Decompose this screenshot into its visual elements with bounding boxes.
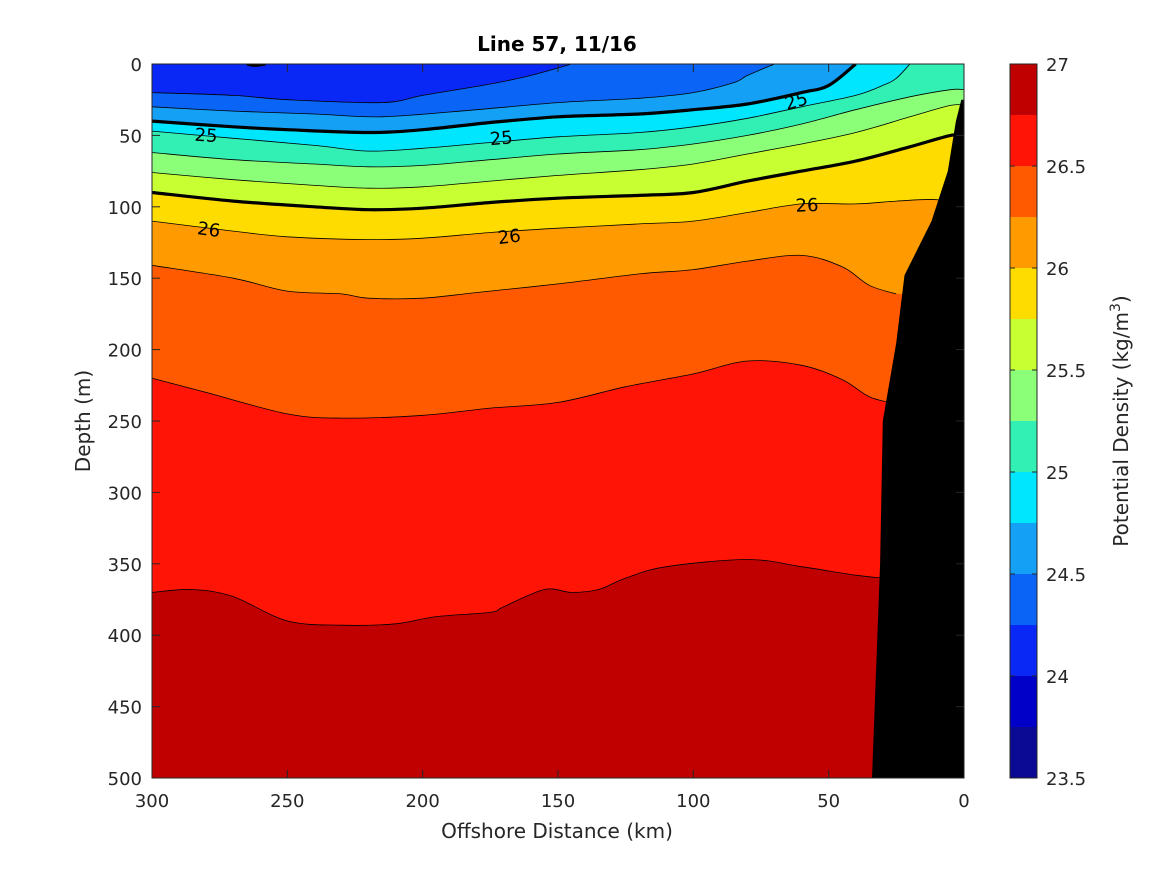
density-band	[152, 559, 964, 778]
isopycnal-line	[152, 64, 857, 135]
x-tick-label: 200	[405, 791, 439, 812]
contour-label: 26	[497, 225, 522, 249]
isopycnal-line	[152, 360, 897, 419]
x-tick-label: 0	[958, 791, 969, 812]
x-tick-label: 250	[270, 791, 304, 812]
colorbar-swatch	[1010, 166, 1037, 217]
colorbar-tick-label: 25	[1046, 463, 1069, 484]
colorbar-tick-label: 26	[1046, 259, 1069, 280]
y-tick-label: 250	[108, 412, 142, 433]
colorbar-tick-label: 23.5	[1046, 769, 1086, 790]
colorbar-swatch	[1010, 115, 1037, 166]
isopycnal-line	[152, 104, 964, 189]
isopycnal-line	[152, 64, 572, 104]
y-tick-label: 0	[131, 55, 142, 76]
colorbar-swatch	[1010, 217, 1037, 268]
y-tick-label: 300	[108, 483, 142, 504]
isopycnal-line	[152, 64, 775, 118]
y-tick-label: 200	[108, 341, 142, 362]
y-tick-label: 150	[108, 269, 142, 290]
colorbar-swatch	[1010, 625, 1037, 676]
colorbar-tick-label: 24.5	[1046, 565, 1086, 586]
colorbar-swatch	[1010, 64, 1037, 115]
y-tick-label: 100	[108, 198, 142, 219]
y-axis-label: Depth (m)	[71, 370, 95, 472]
contour-label: 25	[194, 125, 218, 148]
x-tick-label: 300	[135, 791, 169, 812]
colorbar-tick-label: 26.5	[1046, 157, 1086, 178]
isopycnal-line	[152, 88, 964, 168]
chart-title: Line 57, 11/16	[477, 32, 637, 56]
x-tick-label: 150	[541, 791, 575, 812]
colorbar-swatch	[1010, 574, 1037, 625]
contour-label: 26	[196, 218, 222, 242]
x-axis-label: Offshore Distance (km)	[441, 819, 673, 843]
contour-label-group: 26	[497, 225, 522, 249]
colorbar-tick-label: 25.5	[1046, 361, 1086, 382]
colorbar-swatch	[1010, 523, 1037, 574]
contour-label-group: 26	[196, 218, 222, 242]
bathymetry-land	[872, 99, 964, 778]
isopycnal-line	[152, 559, 883, 626]
contour-label-group: 25	[194, 125, 218, 148]
x-tick-label: 50	[817, 791, 840, 812]
x-tick-label: 100	[676, 791, 710, 812]
isopycnal-line	[152, 198, 954, 241]
y-tick-label: 500	[108, 769, 142, 790]
colorbar-frame	[1009, 63, 1038, 779]
colorbar-swatch	[1010, 727, 1037, 778]
isopycnal-line	[152, 254, 897, 300]
y-tick-label: 400	[108, 626, 142, 647]
colorbar-tick-label: 27	[1046, 55, 1069, 76]
colorbar-swatch	[1010, 472, 1037, 523]
colorbar-swatch	[1010, 676, 1037, 727]
isopycnal-line	[152, 64, 911, 152]
colorbar-swatch	[1010, 370, 1037, 421]
colorbar-label: Potential Density (kg/m3)	[1108, 295, 1133, 546]
y-tick-label: 350	[108, 555, 142, 576]
contour-label: 25	[489, 127, 514, 150]
y-tick-label: 450	[108, 698, 142, 719]
contour-label: 26	[795, 195, 819, 217]
y-tick-label: 50	[119, 126, 142, 147]
contour-label-group: 25	[489, 127, 514, 150]
colorbar-swatch	[1010, 268, 1037, 319]
colorbar-swatch	[1010, 421, 1037, 472]
contour-label-group: 26	[795, 195, 819, 217]
colorbar-tick-label: 24	[1046, 667, 1069, 688]
colorbar-swatch	[1010, 319, 1037, 370]
isopycnal-line	[152, 132, 964, 212]
